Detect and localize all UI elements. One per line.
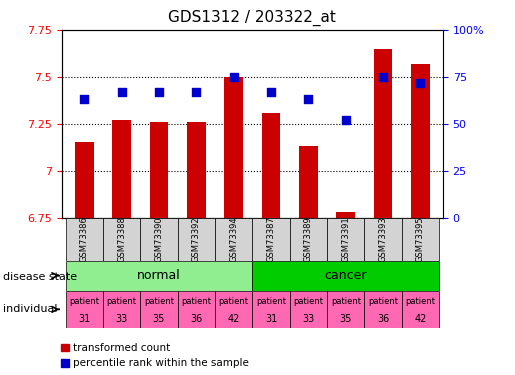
Point [341,117,350,123]
Bar [225,77,243,218]
FancyBboxPatch shape [252,217,290,261]
Point [379,74,387,80]
Bar [411,64,430,217]
Text: 31: 31 [78,314,90,324]
Text: 35: 35 [339,314,352,324]
Text: individual: individual [3,304,57,314]
FancyBboxPatch shape [402,217,439,261]
FancyBboxPatch shape [65,291,103,328]
Text: GSM73393: GSM73393 [379,216,388,262]
Bar [374,49,392,217]
FancyBboxPatch shape [327,291,365,328]
Text: 36: 36 [377,314,389,324]
FancyBboxPatch shape [290,291,327,328]
Point [80,96,89,102]
FancyBboxPatch shape [252,291,290,328]
Text: 31: 31 [265,314,277,324]
Point [230,74,238,80]
Text: cancer: cancer [324,269,367,282]
Text: GSM73392: GSM73392 [192,216,201,262]
Point [304,96,313,102]
Text: patient: patient [69,297,99,306]
Bar [299,146,318,218]
FancyBboxPatch shape [103,217,140,261]
Bar [187,122,205,218]
Point [155,89,163,95]
FancyBboxPatch shape [215,217,252,261]
Text: patient: patient [331,297,360,306]
Text: patient: patient [144,297,174,306]
Text: patient: patient [405,297,436,306]
Text: 42: 42 [414,314,426,324]
Text: GSM73386: GSM73386 [80,216,89,262]
Text: 36: 36 [190,314,202,324]
Text: 42: 42 [228,314,240,324]
Bar [262,112,280,218]
Text: patient: patient [219,297,249,306]
Bar [149,122,168,218]
Text: patient: patient [107,297,136,306]
FancyBboxPatch shape [290,217,327,261]
FancyBboxPatch shape [252,261,439,291]
Text: GSM73388: GSM73388 [117,216,126,262]
Point [267,89,275,95]
Text: disease state: disease state [3,272,77,282]
FancyBboxPatch shape [103,291,140,328]
Point [192,89,200,95]
Legend: transformed count, percentile rank within the sample: transformed count, percentile rank withi… [57,339,253,372]
FancyBboxPatch shape [365,291,402,328]
Text: 33: 33 [115,314,128,324]
Point [416,80,424,86]
Point [117,89,126,95]
FancyBboxPatch shape [178,291,215,328]
Text: GSM73391: GSM73391 [341,216,350,262]
Bar [112,120,131,218]
Text: GSM73387: GSM73387 [267,216,276,262]
Text: GSM73389: GSM73389 [304,216,313,262]
FancyBboxPatch shape [65,217,103,261]
Text: patient: patient [368,297,398,306]
FancyBboxPatch shape [178,217,215,261]
FancyBboxPatch shape [327,217,365,261]
Text: GSM73390: GSM73390 [154,216,163,262]
FancyBboxPatch shape [215,291,252,328]
FancyBboxPatch shape [140,291,178,328]
Text: GSM73395: GSM73395 [416,216,425,262]
Bar [336,212,355,217]
Text: GSM73394: GSM73394 [229,216,238,262]
FancyBboxPatch shape [402,291,439,328]
FancyBboxPatch shape [140,217,178,261]
FancyBboxPatch shape [65,261,252,291]
Text: patient: patient [256,297,286,306]
FancyBboxPatch shape [365,217,402,261]
Text: 35: 35 [153,314,165,324]
Text: 33: 33 [302,314,315,324]
Text: normal: normal [137,269,181,282]
Title: GDS1312 / 203322_at: GDS1312 / 203322_at [168,10,336,26]
Text: patient: patient [294,297,323,306]
Text: patient: patient [181,297,211,306]
Bar [75,142,94,218]
